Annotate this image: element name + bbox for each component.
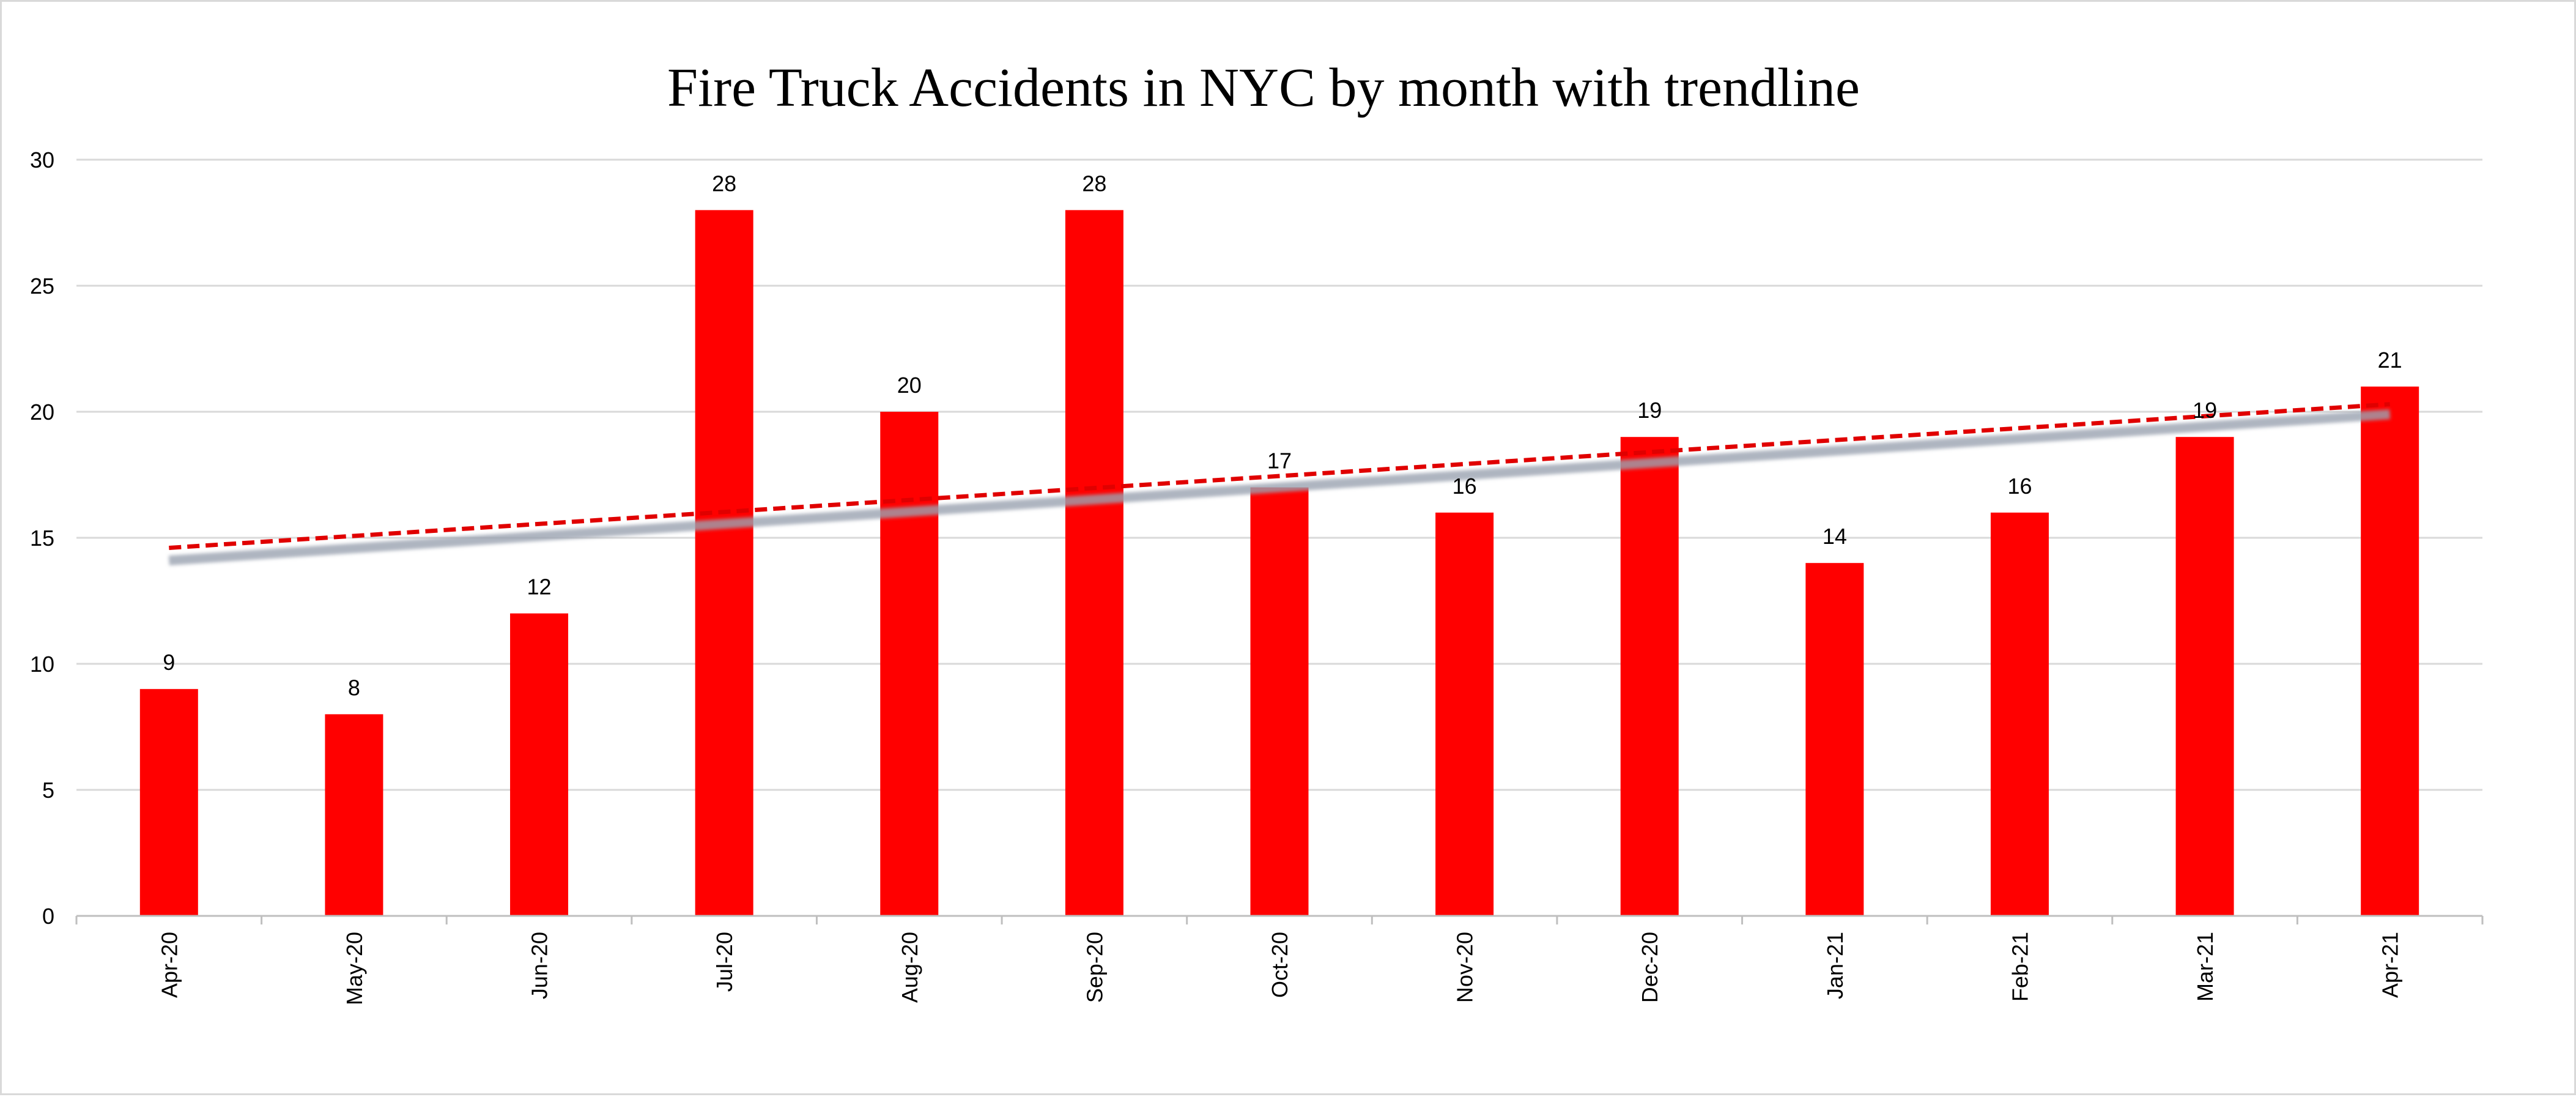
y-axis-ticks: 0 5 10 15 20 25 30 bbox=[30, 147, 54, 929]
x-tick-label: Jun-20 bbox=[527, 932, 552, 999]
x-tick-label: Dec-20 bbox=[1637, 932, 1662, 1003]
y-tick-label: 5 bbox=[42, 778, 54, 803]
bar bbox=[510, 613, 569, 916]
bar bbox=[1435, 512, 1494, 916]
x-tick-label: Apr-20 bbox=[157, 932, 182, 998]
data-label: 17 bbox=[1267, 448, 1292, 474]
bar bbox=[1620, 437, 1679, 916]
bar bbox=[880, 412, 939, 916]
bar bbox=[1805, 563, 1864, 916]
data-label: 28 bbox=[1082, 171, 1106, 196]
x-axis bbox=[75, 915, 2484, 924]
x-tick-label: Apr-21 bbox=[2378, 932, 2403, 998]
data-label: 16 bbox=[1453, 474, 1477, 499]
y-tick-label: 25 bbox=[30, 273, 54, 299]
trendline-soft bbox=[168, 409, 2391, 566]
bar bbox=[1065, 210, 1123, 916]
x-tick-label: May-20 bbox=[342, 932, 367, 1005]
bar bbox=[139, 689, 198, 916]
data-labels: 9 8 12 28 20 28 17 16 19 14 16 19 21 bbox=[163, 171, 2402, 700]
bar bbox=[2175, 437, 2234, 916]
x-tick-label: Feb-21 bbox=[2007, 932, 2032, 1002]
x-tick-label: Oct-20 bbox=[1267, 932, 1292, 998]
data-label: 19 bbox=[1637, 398, 1662, 423]
y-tick-label: 0 bbox=[42, 904, 54, 929]
chart-title: Fire Truck Accidents in NYC by month wit… bbox=[667, 58, 1860, 118]
data-label: 20 bbox=[897, 373, 922, 398]
y-tick-label: 30 bbox=[30, 147, 54, 173]
data-label: 9 bbox=[163, 650, 175, 675]
y-tick-label: 15 bbox=[30, 526, 54, 551]
data-label: 8 bbox=[348, 675, 360, 700]
data-label: 16 bbox=[2007, 474, 2032, 499]
bar bbox=[2361, 386, 2419, 916]
x-tick-label: Nov-20 bbox=[1453, 932, 1478, 1003]
trendline-dashed bbox=[169, 402, 2390, 550]
bar bbox=[695, 210, 753, 916]
x-tick-label: Aug-20 bbox=[897, 932, 922, 1003]
bar bbox=[1250, 487, 1309, 916]
trendlines bbox=[168, 402, 2391, 566]
x-tick-label: Mar-21 bbox=[2193, 932, 2218, 1002]
y-tick-label: 10 bbox=[30, 652, 54, 677]
x-axis-ticks: Apr-20 May-20 Jun-20 Jul-20 Aug-20 Sep-20 Oct-… bbox=[157, 932, 2402, 1005]
y-tick-label: 20 bbox=[30, 400, 54, 425]
bars bbox=[139, 210, 2419, 916]
bar bbox=[325, 714, 383, 916]
x-tick-label: Jul-20 bbox=[712, 932, 737, 992]
data-label: 12 bbox=[527, 575, 552, 600]
data-label: 21 bbox=[2378, 348, 2402, 373]
x-tick-label: Sep-20 bbox=[1082, 932, 1107, 1003]
data-label: 28 bbox=[712, 171, 736, 196]
data-label: 19 bbox=[2193, 398, 2217, 423]
x-tick-label: Jan-21 bbox=[1823, 932, 1848, 999]
data-label: 14 bbox=[1823, 524, 1847, 549]
bar bbox=[1990, 512, 2049, 916]
